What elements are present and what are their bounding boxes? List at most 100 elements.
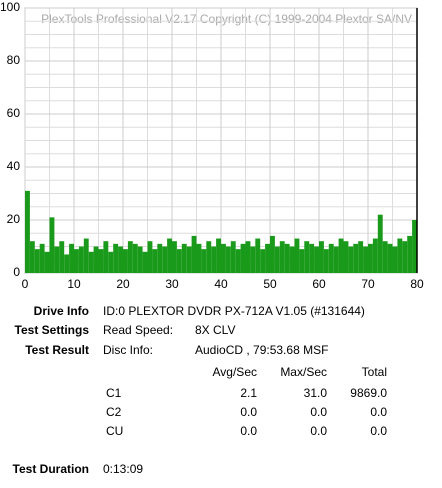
bar (304, 241, 310, 273)
bar (314, 246, 319, 273)
bar (123, 249, 128, 273)
bar (323, 249, 329, 273)
table-cell: 31.0 (304, 386, 328, 400)
table-header: Total (362, 365, 387, 379)
bar (201, 249, 207, 273)
bar (44, 251, 50, 273)
bar (108, 251, 114, 273)
bar (343, 241, 349, 273)
bar (49, 217, 55, 273)
x-tick-label: 70 (361, 277, 375, 291)
x-tick-label: 50 (263, 277, 277, 291)
label: Test Duration (13, 462, 89, 476)
bar (93, 246, 99, 273)
info: Drive Info ID:0 PLEXTOR DVDR PX-712A V1.… (13, 304, 365, 476)
bar (348, 246, 354, 273)
label: Disc Info: (103, 343, 153, 357)
value: 0:13:09 (103, 462, 143, 476)
label: Drive Info (34, 304, 89, 318)
table-cell: 0.0 (310, 405, 327, 419)
x-tick-label: 30 (165, 277, 179, 291)
bar (397, 238, 403, 273)
bar (221, 243, 226, 273)
bar (25, 190, 30, 273)
bar (230, 241, 236, 273)
table-cell: 0.0 (240, 424, 257, 438)
table-cell: 0.0 (370, 424, 387, 438)
x-tick-label: 40 (214, 277, 228, 291)
bar (328, 243, 334, 273)
bar (284, 243, 290, 273)
bar (338, 238, 344, 273)
x-tick-label: 0 (22, 277, 29, 291)
bar (402, 241, 408, 273)
bar (274, 246, 280, 273)
bar (289, 246, 295, 273)
x-tick-label: 20 (116, 277, 130, 291)
bar (392, 246, 398, 273)
bar (196, 243, 202, 273)
label: Test Settings (15, 323, 90, 337)
bar (88, 251, 94, 273)
bar (225, 246, 231, 273)
bar (299, 249, 305, 273)
table-cell: 0.0 (240, 405, 257, 419)
bar (377, 214, 383, 273)
bar (137, 246, 143, 273)
bar (167, 238, 172, 273)
bar (103, 241, 109, 273)
row-label: CU (106, 424, 123, 438)
label: Test Result (25, 343, 89, 357)
bar (245, 241, 251, 273)
bar (83, 238, 89, 273)
bar (206, 241, 212, 273)
bar (191, 235, 197, 273)
bar (69, 243, 74, 273)
table-cell: 2.1 (240, 386, 257, 400)
bar (255, 238, 261, 273)
bar (113, 243, 119, 273)
y-tick-label: 100 (0, 0, 20, 14)
bar (152, 249, 158, 273)
bar (34, 249, 40, 273)
bar (333, 246, 339, 273)
bar (382, 241, 388, 273)
bar (172, 241, 177, 273)
bar (162, 246, 168, 273)
bar (319, 241, 324, 273)
bar (59, 241, 65, 273)
x-tick-label: 60 (312, 277, 326, 291)
bar (353, 243, 359, 273)
y-tick-label: 0 (13, 265, 20, 279)
table-header: Max/Sec (280, 365, 327, 379)
bar (147, 241, 153, 273)
bar (279, 241, 285, 273)
watermark: PlexTools Professional V2.17 Copyright (… (41, 12, 412, 26)
table-cell: 0.0 (370, 405, 387, 419)
value: ID:0 PLEXTOR DVDR PX-712A V1.05 (#131644… (103, 304, 365, 318)
bar (412, 220, 417, 273)
bar (358, 241, 364, 273)
y-tick-label: 60 (7, 106, 21, 120)
bar (235, 249, 241, 273)
table-cell: 0.0 (310, 424, 327, 438)
bar (216, 238, 221, 273)
value: 8X CLV (195, 323, 235, 337)
bar (211, 246, 217, 273)
bar (54, 246, 60, 273)
bar (240, 243, 246, 273)
table-header: Avg/Sec (213, 365, 257, 379)
bar (98, 249, 104, 273)
bar (132, 243, 138, 273)
value: AudioCD , 79:53.68 MSF (195, 343, 328, 357)
bar (118, 246, 123, 273)
bar (387, 243, 393, 273)
bar (39, 243, 45, 273)
bar (250, 246, 256, 273)
label: Read Speed: (103, 323, 173, 337)
table-cell: 9869.0 (350, 386, 387, 400)
bar (372, 238, 378, 273)
bar (363, 246, 368, 273)
